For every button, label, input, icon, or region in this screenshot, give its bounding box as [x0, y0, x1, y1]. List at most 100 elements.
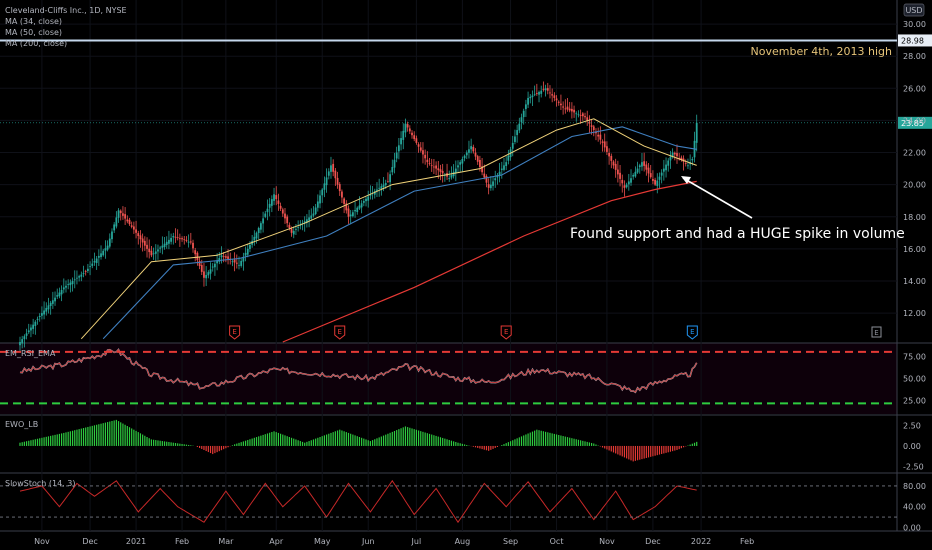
ewo-tick-label: 2.50 [903, 422, 921, 431]
candle-body [588, 121, 591, 124]
candle-body [584, 116, 586, 118]
candle-body [227, 256, 229, 259]
candle-body [41, 313, 43, 316]
candle-body [665, 164, 667, 171]
candle-body [115, 217, 118, 227]
candle-body [19, 342, 21, 346]
candle-body [365, 198, 367, 202]
candle-body [586, 117, 589, 121]
candle-body [170, 237, 173, 242]
candle-body [669, 156, 672, 161]
candle-body [286, 216, 289, 224]
candle-body [82, 272, 85, 274]
candle-body [284, 213, 286, 219]
candle-body [128, 219, 131, 225]
candle-body [325, 177, 328, 186]
candle-body [141, 238, 144, 243]
candle-body [154, 251, 157, 254]
candle-body [319, 195, 321, 204]
currency-badge[interactable] [903, 3, 925, 17]
candle-body [553, 95, 556, 98]
candle-body [268, 203, 271, 208]
time-tick-label: Jun [361, 537, 375, 546]
candle-body [249, 244, 251, 249]
future-earnings-marker[interactable] [871, 326, 882, 338]
time-tick-label: Nov [34, 537, 50, 546]
candle-body [428, 163, 431, 164]
candle-body [270, 199, 273, 206]
time-tick-label: Apr [269, 537, 284, 546]
candle-body [172, 236, 175, 238]
candle-body [27, 330, 30, 333]
candle-body [422, 150, 424, 155]
ewo-tick-label: 0.00 [903, 442, 921, 451]
price-tick-label: 22.00 [903, 149, 926, 158]
candle-body [356, 207, 359, 212]
earnings-marker-label: E [338, 328, 342, 336]
candle-body [132, 226, 135, 230]
candle-body [224, 256, 227, 258]
candle-body [36, 318, 39, 320]
candle-body [560, 103, 562, 106]
candle-body [441, 170, 444, 174]
candle-body [343, 198, 346, 204]
candle-body [362, 201, 365, 203]
last-price-box [898, 116, 932, 129]
candle-body [643, 161, 646, 166]
earnings-marker[interactable] [500, 325, 512, 340]
candle-body [538, 91, 540, 95]
candle-body [76, 277, 78, 279]
candle-body [257, 228, 260, 233]
time-tick-label: Aug [455, 537, 471, 546]
legend-instrument: Cleveland-Cliffs Inc., 1D, NYSE [5, 6, 127, 15]
candle-body [56, 295, 59, 297]
candle-body [67, 284, 70, 285]
candle-body [279, 205, 282, 209]
candle-body [419, 147, 422, 151]
candle-body [310, 215, 313, 219]
candle-body [498, 171, 501, 176]
candle-body [21, 339, 24, 344]
candle-body [546, 88, 549, 91]
candle-body [459, 162, 462, 165]
candle-body [253, 236, 256, 241]
candle-body [209, 269, 212, 274]
earnings-marker[interactable] [334, 325, 346, 340]
candle-body [255, 232, 258, 239]
candle-body [163, 243, 166, 248]
resistance-price-label: 28.98 [901, 36, 924, 45]
candle-body [645, 164, 648, 170]
stoch-tick-label: 40.00 [903, 503, 926, 512]
candle-body [196, 252, 199, 261]
candle-body [135, 229, 137, 233]
candle-body [312, 213, 315, 216]
candle-body [485, 176, 488, 183]
candle-body [336, 177, 339, 185]
candle-body [369, 194, 372, 196]
candle-body [80, 274, 83, 277]
time-tick-label: 2022 [691, 537, 711, 546]
legend-ma200: MA (200, close) [5, 39, 67, 48]
candle-body [527, 97, 529, 105]
candle-body [244, 252, 247, 256]
candle-body [487, 184, 490, 188]
candle-body [152, 253, 155, 255]
candle-body [391, 166, 394, 173]
candle-body [452, 171, 455, 177]
earnings-marker[interactable] [229, 325, 241, 340]
earnings-marker[interactable] [686, 325, 698, 340]
candle-body [389, 174, 392, 183]
candle-body [494, 178, 497, 181]
candle-body [295, 228, 297, 230]
candle-body [157, 249, 159, 252]
candle-body [610, 155, 613, 161]
candle-body [687, 165, 689, 167]
candle-body [568, 108, 571, 111]
resistance-price-box [898, 34, 932, 47]
candle-body [616, 169, 619, 175]
candle-body [231, 261, 234, 263]
candle-body [393, 159, 396, 168]
candle-body [187, 241, 190, 243]
candle-body [292, 230, 295, 235]
